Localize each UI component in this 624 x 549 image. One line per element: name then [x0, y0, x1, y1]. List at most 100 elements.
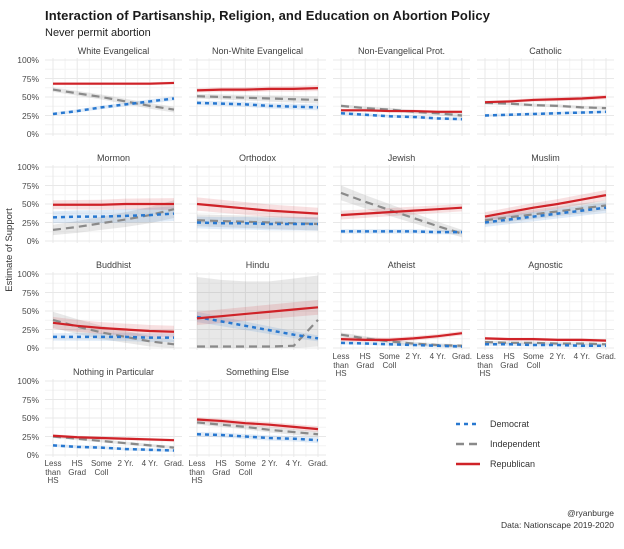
- y-tick-label: 0%: [26, 236, 39, 246]
- caption: @ryanburge Data: Nationscape 2019-2020: [501, 507, 614, 532]
- y-tick-label: 100%: [17, 162, 39, 172]
- facet-title: Orthodox: [238, 153, 277, 163]
- facet-muslim: Muslim: [477, 152, 614, 243]
- legend-key-republican-line: [456, 462, 480, 466]
- y-tick-label: 100%: [17, 376, 39, 386]
- facet-plot-buddhist: [45, 272, 182, 350]
- x-tick-label: Grad.: [595, 352, 616, 361]
- trend-line-independent: [340, 333, 463, 347]
- x-tick-label: Some Coll: [378, 352, 400, 370]
- trend-line-republican: [196, 202, 319, 215]
- y-tick-label: 50%: [21, 199, 39, 209]
- facet-atheist: Atheist Less than HS HS Grad Some Coll 2 Yr.…: [333, 259, 472, 378]
- trend-line-independent: [52, 208, 175, 231]
- facet-title: Atheist: [387, 260, 416, 270]
- legend-key-independent-line: [456, 442, 480, 446]
- facet-jewish: Jewish: [333, 152, 470, 243]
- facet-non-evangelical-prot: Non-Evangelical Prot.: [333, 45, 470, 136]
- facet-plot-nothing-in-particular: [45, 379, 182, 457]
- facet-non-white-evangelical: Non-White Evangelical: [189, 45, 326, 136]
- x-tick-label: 2 Yr.: [405, 352, 422, 361]
- facet-white-evangelical: White Evangelical: [45, 45, 182, 136]
- trend-line-republican: [196, 87, 319, 92]
- facet-plot-atheist: [333, 272, 470, 350]
- facet-row-2: 0% 25% 50% 75% 100% Mormon Orthodox Jewish Musli…: [0, 152, 624, 246]
- facet-plot-catholic: [477, 58, 614, 136]
- y-tick-label: 75%: [21, 73, 39, 84]
- y-axis-title: Estimate of Support: [4, 208, 15, 292]
- facet-plot-something-else: [189, 379, 326, 457]
- x-axis-ticks: Less than HS HS Grad Some Coll 2 Yr. 4 Yr. Gr…: [333, 351, 472, 391]
- x-tick-label: HS Grad: [356, 352, 375, 370]
- legend-label: Democrat: [490, 419, 530, 429]
- x-tick-label: 4 Yr.: [429, 352, 446, 361]
- trend-line-republican: [196, 306, 319, 320]
- x-tick-label: Less than HS: [332, 352, 350, 378]
- trend-line-independent: [340, 104, 463, 117]
- facet-plot-agnostic: [477, 272, 614, 350]
- facet-row-1: 0% 25% 50% 75% 100% White Evangelical Non-Whit…: [0, 45, 624, 139]
- trend-line-republican: [484, 95, 607, 104]
- trend-line-republican: [484, 337, 607, 342]
- facet-plot-hindu: [189, 272, 326, 350]
- x-tick-label: 2 Yr.: [117, 459, 134, 468]
- y-tick-label: 0%: [26, 450, 39, 460]
- y-tick-label: 25%: [21, 217, 39, 228]
- facet-title: Hindu: [245, 260, 270, 270]
- ci-ribbon-independent: [197, 214, 318, 231]
- y-tick-label: 75%: [21, 287, 39, 298]
- ci-ribbon-independent: [53, 311, 174, 348]
- y-tick-label: 50%: [21, 92, 39, 102]
- chart-header: Interaction of Partisanship, Religion, a…: [0, 0, 624, 39]
- y-axis-ticks: 0% 25% 50% 75% 100%: [0, 366, 45, 460]
- facet-agnostic: Agnostic Less than HS HS Grad Some Coll 2 Yr…: [477, 259, 616, 378]
- y-tick-label: 0%: [26, 129, 39, 139]
- trend-line-independent: [196, 219, 319, 226]
- y-axis-ticks: 0% 25% 50% 75% 100%: [0, 259, 45, 353]
- trend-line-independent: [340, 191, 463, 235]
- trend-line-republican: [52, 434, 175, 442]
- x-tick-label: Less than HS: [44, 459, 62, 485]
- facet-row-4: 0% 25% 50% 75% 100% Nothing in Particular Less…: [0, 366, 624, 485]
- trend-line-republican: [53, 81, 175, 85]
- x-tick-label: Less than HS: [188, 459, 206, 485]
- y-axis-ticks: 0% 25% 50% 75% 100%: [0, 45, 45, 139]
- trend-line-republican: [340, 332, 463, 341]
- facet-title: Catholic: [529, 46, 562, 56]
- facet-title: Something Else: [225, 367, 290, 377]
- x-axis-ticks: Less than HS HS Grad Some Coll 2 Yr. 4 Yr. Gr…: [45, 458, 184, 498]
- x-tick-label: 4 Yr.: [141, 459, 158, 468]
- facet-something-else: Something Else Less than HS HS Grad Some Co…: [189, 366, 328, 485]
- trend-line-independent: [196, 421, 319, 436]
- facet-grid: 0% 25% 50% 75% 100% White Evangelical Non-Whit…: [0, 45, 624, 485]
- ci-ribbon-independent: [341, 332, 462, 348]
- x-axis-ticks: Less than HS HS Grad Some Coll 2 Yr. 4 Yr. Gr…: [189, 458, 328, 498]
- ci-ribbon-democrat: [197, 311, 318, 342]
- ci-ribbon-independent: [485, 200, 606, 225]
- facet-title: Jewish: [387, 153, 416, 163]
- trend-line-republican: [196, 418, 319, 431]
- facet-plot-non-evangelical-prot: [333, 58, 470, 136]
- legend-item-independent: Independent: [455, 438, 540, 450]
- y-tick-label: 100%: [17, 55, 39, 65]
- ci-ribbon-republican: [53, 316, 174, 338]
- trend-line-independent: [196, 95, 319, 102]
- legend-key-democrat-line: [456, 422, 480, 426]
- facet-title: Muslim: [531, 153, 560, 163]
- facet-plot-jewish: [333, 165, 470, 243]
- y-axis-ticks: 0% 25% 50% 75% 100%: [0, 152, 45, 246]
- x-tick-label: Grad.: [307, 459, 328, 468]
- legend-item-democrat: Democrat: [455, 418, 540, 430]
- x-axis-ticks: Less than HS HS Grad Some Coll 2 Yr. 4 Yr. Gr…: [477, 351, 616, 391]
- y-tick-label: 75%: [21, 180, 39, 191]
- facet-plot-muslim: [477, 165, 614, 243]
- ci-ribbon-democrat: [197, 216, 318, 231]
- facet-title: Non-White Evangelical: [211, 46, 304, 56]
- trend-line-republican: [53, 202, 174, 206]
- caption-source: Data: Nationscape 2019-2020: [501, 520, 614, 531]
- y-tick-label: 0%: [26, 343, 39, 353]
- ci-ribbon-independent: [197, 275, 318, 348]
- x-tick-label: Less than HS: [476, 352, 494, 378]
- legend-label: Republican: [490, 459, 536, 469]
